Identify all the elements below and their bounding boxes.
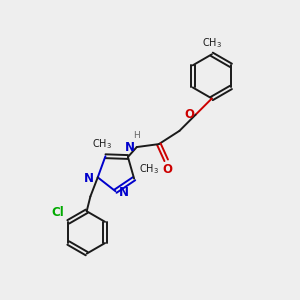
Text: N: N	[124, 141, 134, 154]
Text: H: H	[133, 131, 140, 140]
Text: CH$_3$: CH$_3$	[140, 162, 159, 176]
Text: Cl: Cl	[51, 206, 64, 219]
Text: O: O	[163, 163, 173, 176]
Text: O: O	[184, 108, 194, 121]
Text: N: N	[119, 186, 129, 199]
Text: CH$_3$: CH$_3$	[92, 137, 112, 151]
Text: N: N	[84, 172, 94, 185]
Text: CH$_3$: CH$_3$	[202, 37, 222, 50]
